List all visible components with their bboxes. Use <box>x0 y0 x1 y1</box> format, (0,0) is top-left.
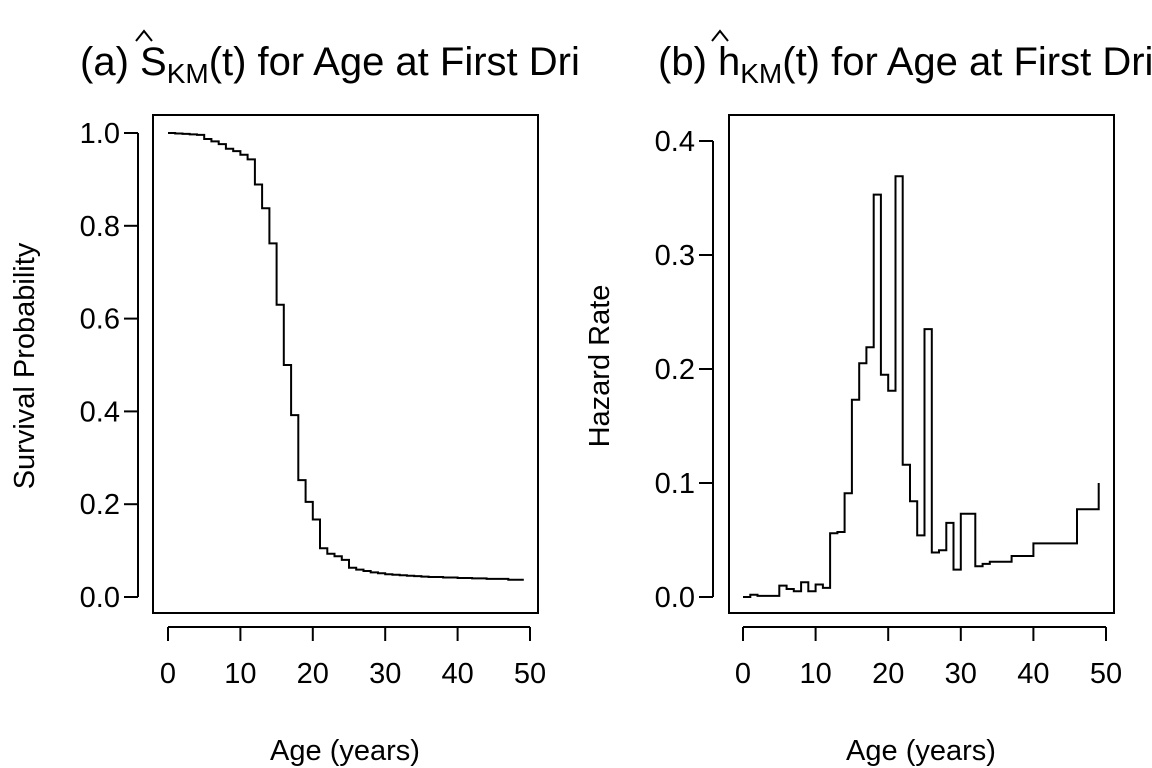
survival-step-line <box>168 132 524 581</box>
y-tick-label: 0.8 <box>80 211 120 243</box>
chart-title: (a) SKM(t) for Age at First Drinking <box>80 29 675 89</box>
y-tick-label: 0.2 <box>80 489 120 521</box>
x-axis-label: Age (years) <box>846 735 996 767</box>
title-subscript: KM <box>167 58 209 89</box>
x-tick-label: 30 <box>369 658 401 690</box>
panel-b: (b) hKM(t) for Age at First Drinking 0 10 2… <box>584 29 1152 767</box>
y-axis-label: Survival Probability <box>9 242 41 489</box>
y-tick-label: 0.6 <box>80 304 120 336</box>
x-tick-label: 50 <box>514 658 546 690</box>
chart-title-text: (a) SKM(t) for Age at First Drinking <box>80 40 675 89</box>
title-prefix: (b) <box>658 40 718 84</box>
y-tick-label: 0.0 <box>80 582 120 614</box>
y-tick-label: 0.0 <box>655 582 695 614</box>
x-tick-label: 0 <box>160 658 176 690</box>
y-tick-label: 0.1 <box>655 468 695 500</box>
y-tick-label: 1.0 <box>80 118 120 150</box>
title-symbol: S <box>140 40 167 84</box>
title-suffix: (t) for Age at First Drinking <box>782 40 1152 84</box>
x-tick-label: 30 <box>945 658 977 690</box>
plot-frame <box>728 114 1115 614</box>
title-hat-mark <box>711 29 729 42</box>
x-tick-label: 40 <box>441 658 473 690</box>
x-tick-label: 10 <box>799 658 831 690</box>
title-suffix: (t) for Age at First Drinking <box>209 40 676 84</box>
title-prefix: (a) <box>80 40 140 84</box>
y-axis-label: Hazard Rate <box>584 285 616 448</box>
y-tick-label: 0.2 <box>655 354 695 386</box>
title-symbol: h <box>718 40 740 84</box>
y-tick-label: 0.4 <box>80 396 120 428</box>
x-tick-label: 20 <box>872 658 904 690</box>
x-axis-label: Age (years) <box>270 735 420 767</box>
x-tick-label: 20 <box>297 658 329 690</box>
hazard-step-line <box>743 175 1100 598</box>
x-tick-label: 10 <box>224 658 256 690</box>
panel-a: (a) SKM(t) for Age at First Drinking 0 10 2… <box>9 29 675 767</box>
chart-title-text: (b) hKM(t) for Age at First Drinking <box>658 40 1152 89</box>
title-subscript: KM <box>740 58 782 89</box>
title-hat-mark <box>135 29 153 42</box>
y-tick-label: 0.3 <box>655 240 695 272</box>
x-tick-label: 40 <box>1017 658 1049 690</box>
plot-frame <box>152 114 539 614</box>
chart-title: (b) hKM(t) for Age at First Drinking <box>658 29 1152 89</box>
x-tick-label: 0 <box>735 658 751 690</box>
x-tick-label: 50 <box>1090 658 1122 690</box>
y-tick-label: 0.4 <box>655 126 695 158</box>
